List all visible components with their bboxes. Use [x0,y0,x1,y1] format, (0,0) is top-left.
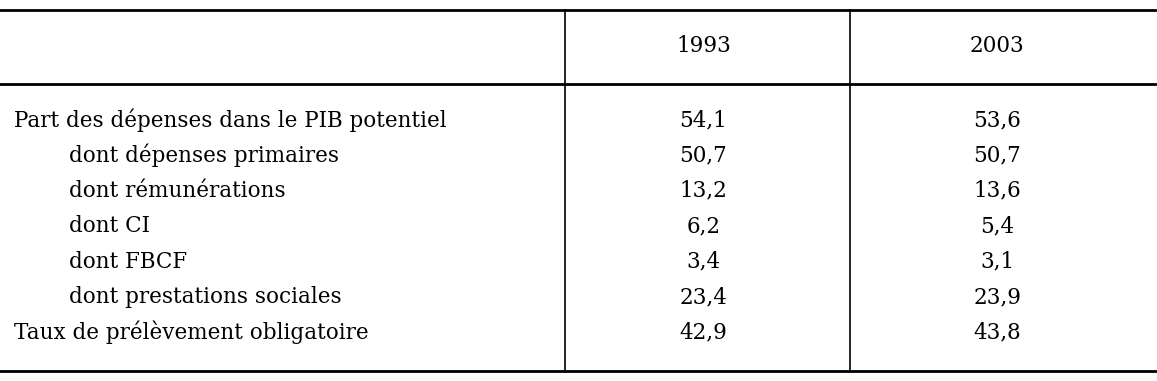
Text: dont dépenses primaires: dont dépenses primaires [69,144,339,167]
Text: 42,9: 42,9 [679,322,728,344]
Text: 13,6: 13,6 [973,180,1022,202]
Text: 54,1: 54,1 [679,109,728,131]
Text: Part des dépenses dans le PIB potentiel: Part des dépenses dans le PIB potentiel [14,108,447,132]
Text: 23,4: 23,4 [679,286,728,308]
Text: 3,4: 3,4 [686,251,721,273]
Text: 50,7: 50,7 [973,144,1022,166]
Text: 3,1: 3,1 [980,251,1015,273]
Text: 2003: 2003 [970,35,1025,57]
Text: dont prestations sociales: dont prestations sociales [69,286,342,308]
Text: 13,2: 13,2 [679,180,728,202]
Text: dont CI: dont CI [69,215,150,237]
Text: dont FBCF: dont FBCF [69,251,187,273]
Text: 1993: 1993 [676,35,731,57]
Text: 43,8: 43,8 [973,322,1022,344]
Text: 50,7: 50,7 [679,144,728,166]
Text: 5,4: 5,4 [980,215,1015,237]
Text: 53,6: 53,6 [973,109,1022,131]
Text: 23,9: 23,9 [973,286,1022,308]
Text: 6,2: 6,2 [686,215,721,237]
Text: Taux de prélèvement obligatoire: Taux de prélèvement obligatoire [14,321,369,344]
Text: dont rémunérations: dont rémunérations [69,180,286,202]
